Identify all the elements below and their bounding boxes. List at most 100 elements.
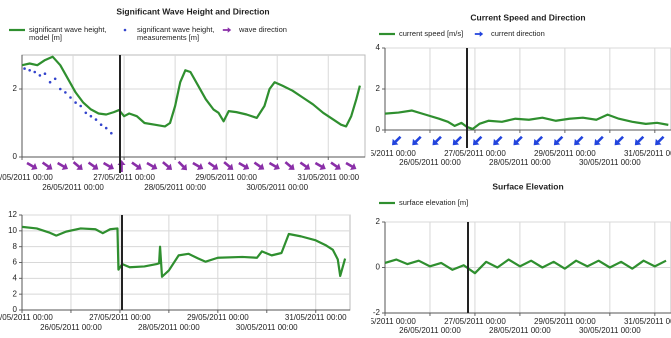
plot-area <box>21 54 366 158</box>
point <box>53 77 57 81</box>
x-tick-label: 30/05/2011 00:00 <box>246 183 308 192</box>
legend-label: current speed [m/s] <box>399 29 464 38</box>
y-tick-label: 2 <box>376 84 381 93</box>
x-tick-label: 25/05/2011 00:00 <box>0 313 53 322</box>
point <box>99 123 103 126</box>
x-tick-label: 27/05/2011 00:00 <box>444 149 506 158</box>
direction-arrow <box>284 161 295 170</box>
y-tick-label: 4 <box>376 43 381 52</box>
direction-arrow <box>330 161 341 170</box>
chart-title: Significant Wave Height and Direction <box>116 6 269 16</box>
legend-swatch <box>222 27 232 33</box>
point <box>69 96 72 99</box>
x-tick-label: 26/05/2011 00:00 <box>399 158 461 167</box>
direction-arrow <box>493 135 503 146</box>
direction-arrow <box>268 161 280 170</box>
direction-arrow <box>614 135 624 146</box>
x-tick-label: 29/05/2011 00:00 <box>195 173 257 182</box>
point <box>23 67 26 70</box>
x-tick-label: 31/05/2011 00:00 <box>624 317 671 326</box>
point <box>94 118 98 121</box>
direction-arrow <box>87 161 99 170</box>
direction-arrow <box>177 160 188 171</box>
y-tick-label: 0 <box>13 305 18 314</box>
direction-arrow <box>634 135 645 146</box>
direction-arrow <box>26 161 38 170</box>
y-tick-label: 0 <box>376 263 381 272</box>
x-tick-label: 29/05/2011 00:00 <box>187 313 249 322</box>
direction-arrow <box>238 161 250 170</box>
x-tick-label: 31/05/2011 00:00 <box>297 173 359 182</box>
y-tick-label: 4 <box>13 273 18 282</box>
point <box>84 111 88 115</box>
legend-swatch <box>379 32 395 36</box>
point <box>104 126 108 130</box>
x-tick-label: 26/05/2011 00:00 <box>40 323 102 332</box>
y-tick-label: 0 <box>13 152 18 161</box>
plot <box>22 225 347 278</box>
legend-item: current direction <box>470 30 545 38</box>
y-tick-label: 0 <box>376 125 381 134</box>
direction-arrow <box>192 161 204 170</box>
y-tick-label: 2 <box>376 217 381 226</box>
x-tick-label: 26/05/2011 00:00 <box>399 326 461 335</box>
chart-title: Surface Elevation <box>492 181 563 191</box>
x-tick-label: 30/05/2011 00:00 <box>579 158 641 167</box>
y-tick-label: 6 <box>13 258 18 267</box>
x-tick-label: 25/05/2011 00:00 <box>0 173 53 182</box>
legend-swatch <box>379 201 395 205</box>
point <box>89 114 93 118</box>
direction-arrow <box>299 161 311 170</box>
direction-arrow <box>574 135 584 146</box>
x-tick-label: 29/05/2011 00:00 <box>534 149 596 158</box>
x-tick-label: 25/05/2011 00:00 <box>354 149 416 158</box>
point <box>110 131 113 135</box>
plot <box>22 55 361 135</box>
direction-arrow <box>452 135 463 146</box>
x-tick-label: 30/05/2011 00:00 <box>579 326 641 335</box>
line <box>385 109 669 131</box>
point <box>74 101 77 104</box>
swatch-dot <box>123 28 127 32</box>
legend-swatch <box>474 31 484 37</box>
legend-label: current direction <box>491 29 545 38</box>
point <box>64 91 67 94</box>
line <box>22 55 361 128</box>
point <box>48 80 52 84</box>
legend-label: significant wave height, measurements [m… <box>137 25 215 42</box>
direction-arrow <box>594 135 604 146</box>
x-tick-label: 28/05/2011 00:00 <box>489 158 551 167</box>
x-tick-label: 27/05/2011 00:00 <box>93 173 155 182</box>
direction-arrow <box>412 135 422 146</box>
direction-arrow <box>553 135 564 146</box>
legend-swatch <box>123 28 127 32</box>
swatch-arrow <box>222 27 232 33</box>
y-tick-label: 2 <box>13 84 18 93</box>
x-tick-label: 27/05/2011 00:00 <box>89 313 151 322</box>
x-tick-label: 28/05/2011 00:00 <box>489 326 551 335</box>
x-tick-label: 27/05/2011 00:00 <box>444 317 506 326</box>
direction-arrow <box>102 161 114 170</box>
direction-arrow <box>207 161 219 170</box>
y-tick-label: -2 <box>373 308 381 317</box>
y-tick-label: 10 <box>8 226 17 235</box>
direction-arrow <box>655 135 665 146</box>
x-tick-label: 28/05/2011 00:00 <box>138 323 200 332</box>
x-tick-label: 26/05/2011 00:00 <box>42 183 104 192</box>
legend-item: surface elevation [m] <box>378 199 468 207</box>
direction-arrow <box>131 161 142 170</box>
swatch-arrow <box>474 31 484 37</box>
chart-title: Current Speed and Direction <box>470 12 585 22</box>
plot <box>385 258 667 275</box>
legend-label: significant wave height, model [m] <box>29 25 107 42</box>
direction-arrow <box>345 161 357 170</box>
line <box>385 258 667 275</box>
line <box>22 225 347 278</box>
direction-arrow <box>314 161 326 170</box>
x-tick-label: 29/05/2011 00:00 <box>534 317 596 326</box>
direction-arrow <box>391 135 402 146</box>
direction-arrow <box>146 161 158 170</box>
legend-label: surface elevation [m] <box>399 198 469 207</box>
